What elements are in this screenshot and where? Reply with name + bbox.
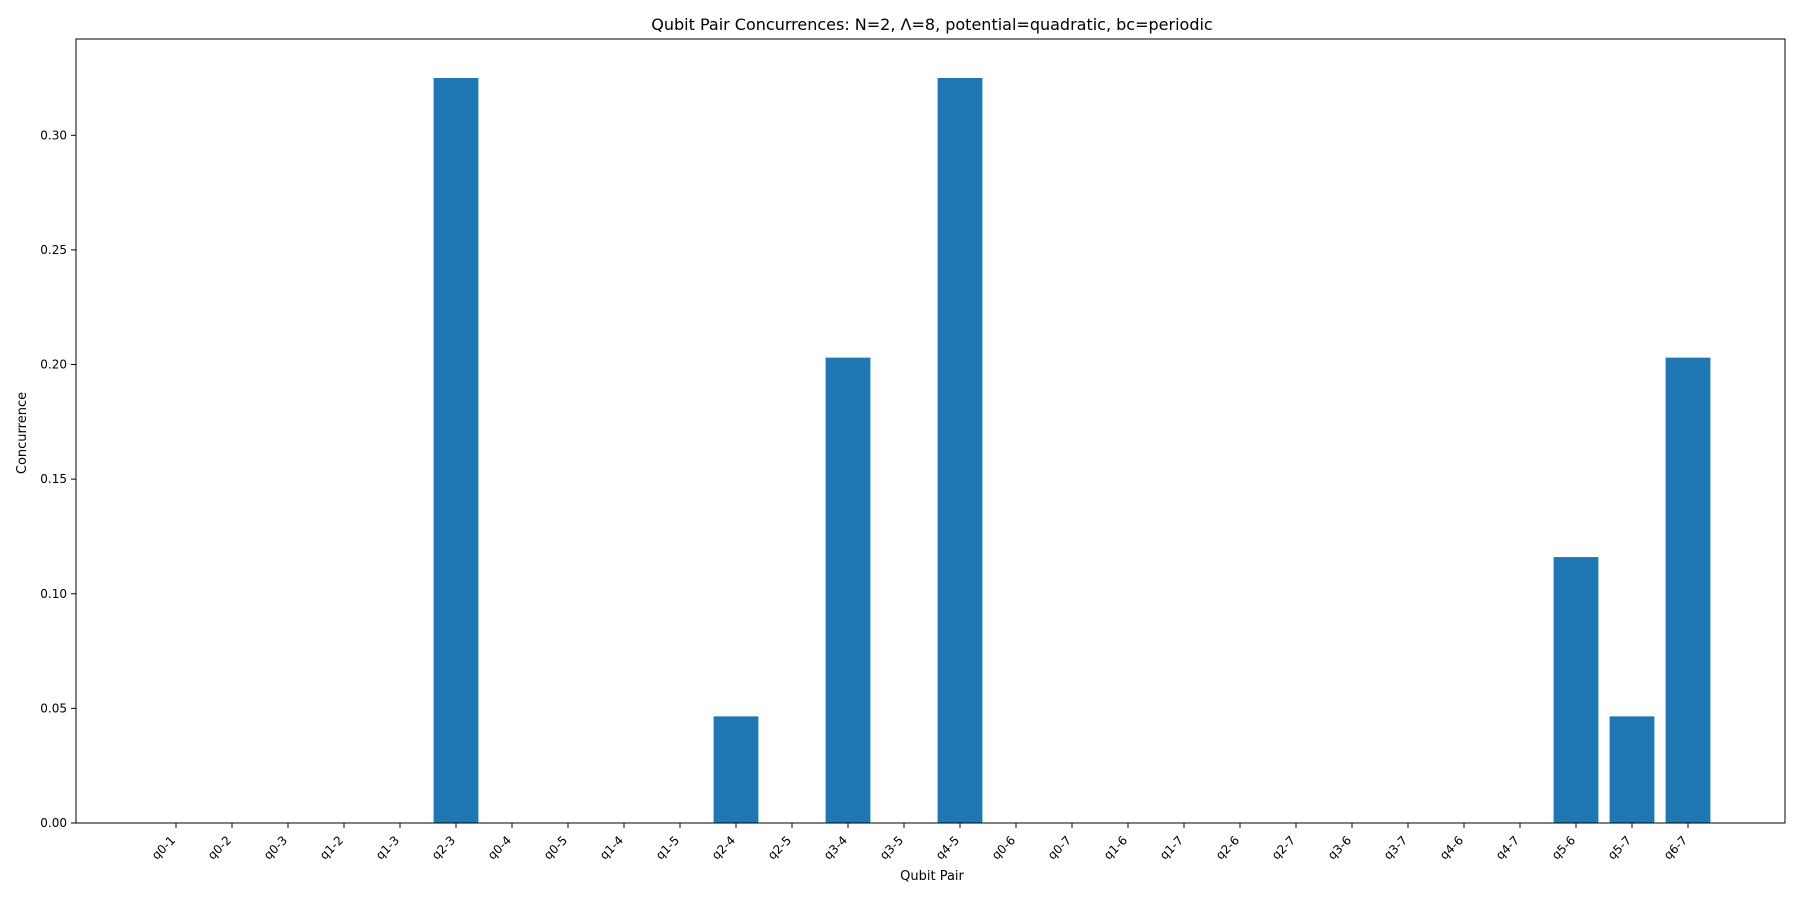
x-tick-label: q2-5 xyxy=(765,833,794,862)
y-tick-label: 0.20 xyxy=(40,358,67,372)
y-axis-label: Concurrence xyxy=(15,392,30,474)
x-tick-label: q3-4 xyxy=(821,833,850,862)
x-tick-label: q2-7 xyxy=(1269,833,1298,862)
y-tick-label: 0.10 xyxy=(40,587,67,601)
x-tick-label: q0-3 xyxy=(261,833,290,862)
bar-q5-6 xyxy=(1553,557,1599,823)
bar-q3-4 xyxy=(825,357,871,823)
x-tick-label: q0-5 xyxy=(541,833,570,862)
x-tick-label: q1-6 xyxy=(1101,833,1130,862)
x-tick-label: q2-3 xyxy=(429,833,458,862)
x-tick-label: q0-7 xyxy=(1045,833,1074,862)
x-tick-label: q3-6 xyxy=(1325,833,1354,862)
x-tick-label: q0-4 xyxy=(485,833,514,862)
x-tick-label: q0-1 xyxy=(149,833,178,862)
y-tick-label: 0.15 xyxy=(40,472,67,486)
plot-area: 0.00 0.05 0.10 0.15 0.20 0.25 0.30 q0-1 q0-2 q0-3… xyxy=(40,38,1786,862)
x-tick-label: q4-5 xyxy=(933,833,962,862)
x-tick-label: q3-5 xyxy=(877,833,906,862)
x-tick-label: q6-7 xyxy=(1661,833,1690,862)
x-tick-label: q2-6 xyxy=(1213,833,1242,862)
x-tick-label: q1-2 xyxy=(317,833,346,862)
x-tick-label: q5-7 xyxy=(1605,833,1634,862)
bar-q6-7 xyxy=(1665,357,1711,823)
x-tick-label: q1-7 xyxy=(1157,833,1186,862)
x-tick-label: q5-6 xyxy=(1549,833,1578,862)
bar-q2-3 xyxy=(433,77,479,824)
bar-q2-4 xyxy=(713,716,759,823)
x-tick-label: q1-5 xyxy=(653,833,682,862)
x-tick-label: q2-4 xyxy=(709,833,738,862)
x-tick-label: q3-7 xyxy=(1381,833,1410,862)
x-tick-label: q0-6 xyxy=(989,833,1018,862)
chart-title: Qubit Pair Concurrences: N=2, Λ=8, poten… xyxy=(651,15,1212,34)
x-tick-label: q0-2 xyxy=(205,833,234,862)
y-tick-label: 0.00 xyxy=(40,816,67,830)
y-tick-label: 0.05 xyxy=(40,701,67,715)
plot-frame xyxy=(75,38,1786,824)
y-tick-label: 0.25 xyxy=(40,243,67,257)
x-axis-label: Qubit Pair xyxy=(900,869,964,884)
bar-q5-7 xyxy=(1609,716,1655,823)
y-tick-label: 0.30 xyxy=(40,128,67,142)
x-tick-label: q1-3 xyxy=(373,833,402,862)
x-tick-label: q1-4 xyxy=(597,833,626,862)
x-tick-label: q4-6 xyxy=(1437,833,1466,862)
bar-q4-5 xyxy=(937,77,983,824)
x-tick-label: q4-7 xyxy=(1493,833,1522,862)
